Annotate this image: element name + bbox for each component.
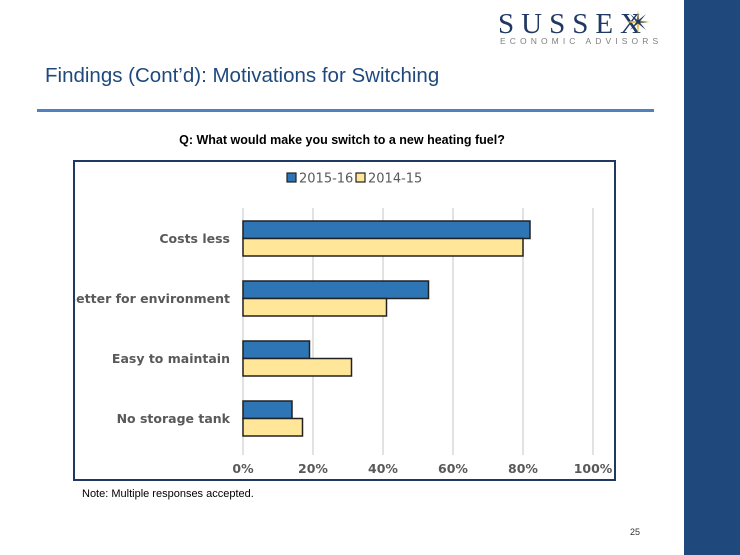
page-number: 25 bbox=[630, 527, 641, 537]
x-tick-label: 80% bbox=[508, 461, 538, 476]
bar-2014-15 bbox=[242, 297, 388, 317]
title-divider bbox=[37, 109, 654, 112]
category-labels: Costs less Better for environment Easy to … bbox=[75, 231, 231, 426]
legend-label: 2015-16 bbox=[299, 172, 353, 187]
category-label: Better for environment bbox=[75, 291, 230, 306]
category-label: Costs less bbox=[159, 231, 230, 246]
chart-bars bbox=[242, 220, 531, 437]
x-tick-label: 60% bbox=[438, 461, 468, 476]
bar-2014-15 bbox=[242, 357, 353, 377]
bar-2014-15 bbox=[242, 417, 304, 437]
logo-name: SUSSEX bbox=[498, 8, 648, 41]
bar-2015-16 bbox=[242, 400, 293, 420]
chart-legend: 2015-16 2014-15 bbox=[286, 172, 422, 187]
bar-2015-16 bbox=[242, 340, 311, 360]
footnote: Note: Multiple responses accepted. bbox=[82, 488, 254, 500]
logo-name-text: SUSSEX bbox=[498, 8, 648, 40]
logo-subtitle: ECONOMIC ADVISORS bbox=[500, 36, 663, 46]
category-label: No storage tank bbox=[117, 411, 231, 426]
x-tick-label: 40% bbox=[368, 461, 398, 476]
legend-label: 2014-15 bbox=[368, 172, 422, 187]
x-tick-labels: 0% 20% 40% 60% 80% 100% bbox=[232, 461, 612, 476]
bar-2014-15 bbox=[242, 237, 524, 257]
category-label: Easy to maintain bbox=[112, 351, 230, 366]
right-sidebar-band bbox=[684, 0, 740, 555]
x-tick-label: 100% bbox=[574, 461, 613, 476]
compass-star-icon bbox=[626, 10, 650, 34]
bar-2015-16 bbox=[242, 220, 531, 240]
bar-2015-16 bbox=[242, 280, 430, 300]
x-tick-label: 0% bbox=[232, 461, 254, 476]
legend-swatch bbox=[355, 172, 366, 183]
company-logo: SUSSEX ECONOMIC ADVISORS bbox=[498, 8, 658, 48]
page-title: Findings (Cont’d): Motivations for Switc… bbox=[45, 64, 440, 87]
x-tick-label: 20% bbox=[298, 461, 328, 476]
bar-chart: 2015-16 2014-15 Costs less Better for envi… bbox=[75, 172, 613, 477]
survey-question: Q: What would make you switch to a new h… bbox=[179, 133, 505, 147]
chart-frame: 2015-16 2014-15 Costs less Better for envi… bbox=[73, 160, 616, 481]
legend-swatch bbox=[286, 172, 297, 183]
